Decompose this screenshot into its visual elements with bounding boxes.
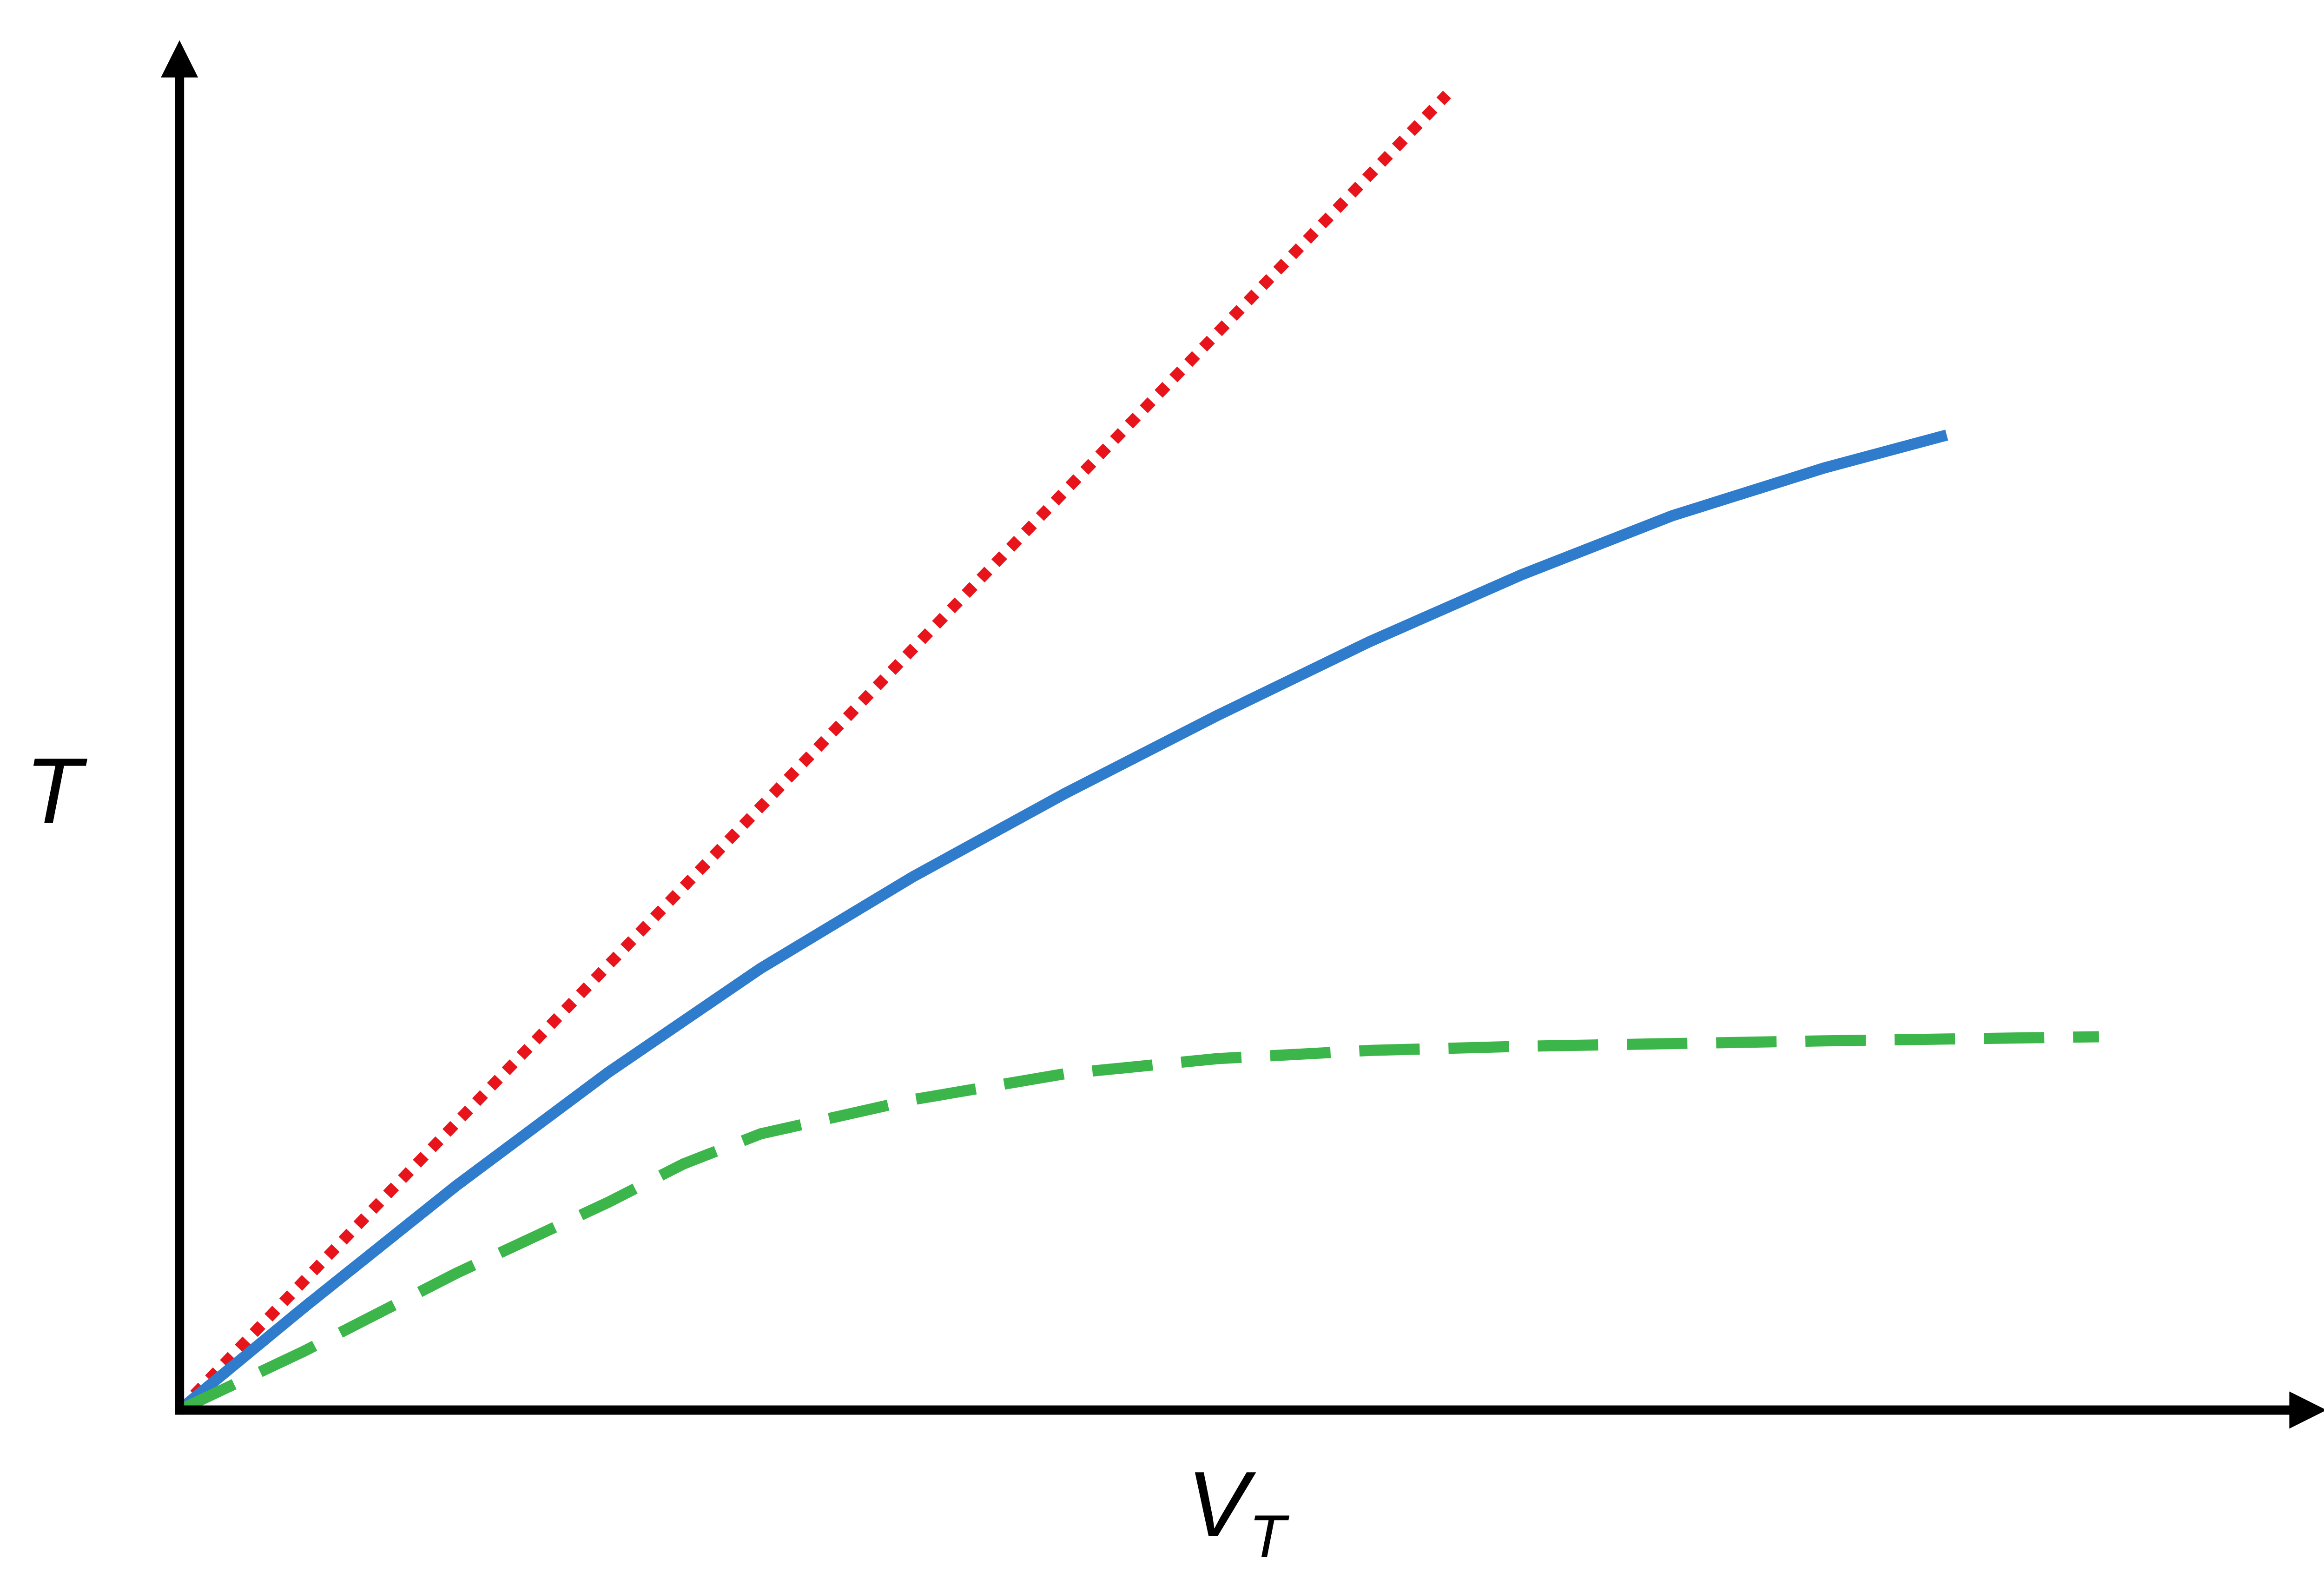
x-axis-label-main: V — [1187, 1453, 1256, 1556]
x-axis-arrow — [2289, 1391, 2324, 1429]
x-axis-label-subscript: T — [1249, 1502, 1290, 1570]
y-axis-arrow — [161, 40, 198, 78]
data-line — [175, 91, 1451, 1414]
data-line — [177, 1031, 2100, 1415]
y-axis-label: T — [25, 739, 87, 843]
x-axis-label: VT — [1187, 1453, 1290, 1570]
data-line — [176, 429, 1948, 1414]
